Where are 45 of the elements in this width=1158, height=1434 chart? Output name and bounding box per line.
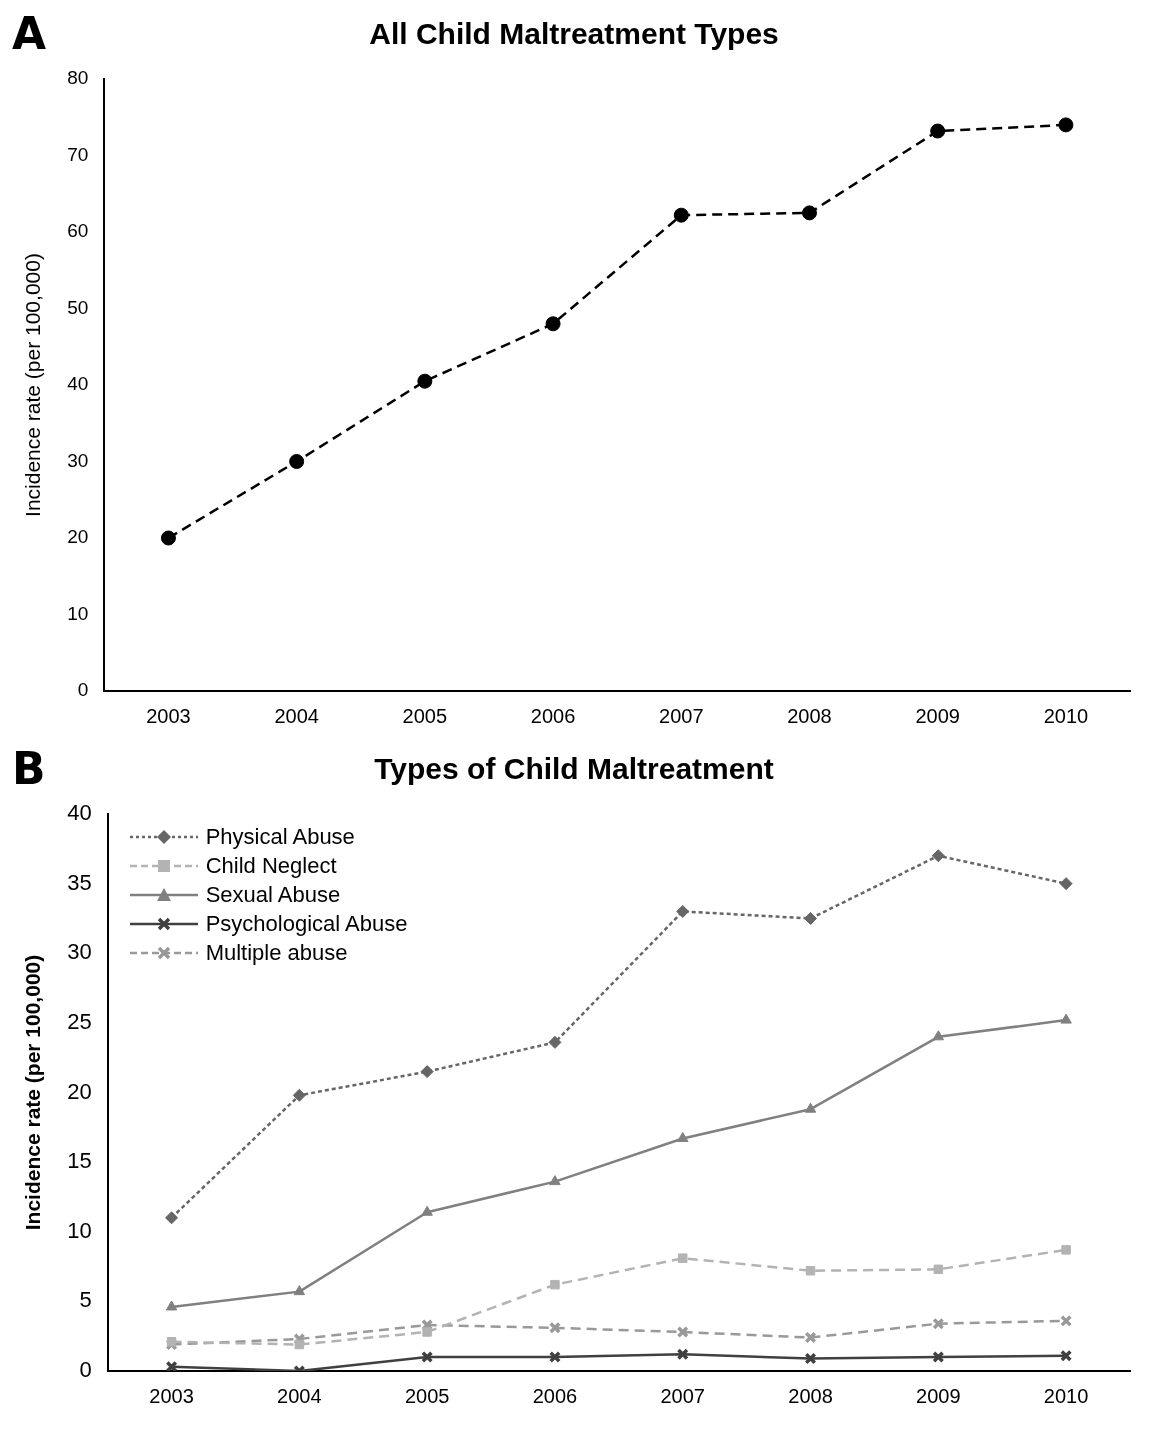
y-tick-label: 40 — [67, 800, 92, 826]
x-tick-label: 2007 — [659, 704, 704, 727]
x-tick-label: 2004 — [274, 704, 319, 727]
legend-label: Sexual Abuse — [205, 881, 341, 909]
legend-label: Multiple abuse — [205, 939, 348, 967]
legend-label: Physical Abuse — [205, 823, 355, 851]
x-tick-label: 2005 — [402, 704, 448, 727]
y-tick-label: 15 — [67, 1148, 92, 1174]
chart-title: Types of Child Maltreatment — [374, 752, 774, 786]
x-tick-label: 2009 — [915, 704, 960, 727]
y-axis-title: Incidence rate (per 100,000) — [21, 253, 45, 517]
x-tick-label: 2010 — [1043, 704, 1089, 727]
x-tick-label: 2006 — [530, 704, 576, 727]
y-tick-label: 35 — [67, 869, 92, 895]
y-tick-label: 5 — [79, 1287, 92, 1313]
y-tick-label: 0 — [79, 1357, 92, 1383]
x-tick-label: 2010 — [1043, 1384, 1089, 1407]
x-tick-label: 2006 — [532, 1384, 578, 1407]
text: B — [12, 743, 46, 794]
x-tick-label: 2005 — [404, 1384, 450, 1407]
x-tick-label: 2008 — [787, 704, 832, 727]
y-tick-label: 20 — [67, 1078, 92, 1104]
y-axis-title: Incidence rate (per 100,000) — [21, 954, 45, 1231]
legend-label: Child Neglect — [205, 852, 337, 880]
y-tick-label: 50 — [67, 296, 89, 318]
x-tick-label: 2004 — [277, 1384, 322, 1407]
x-tick-label: 2003 — [149, 1384, 194, 1407]
y-tick-label: 25 — [67, 1008, 92, 1034]
y-tick-label: 40 — [67, 373, 89, 395]
y-tick-label: 60 — [67, 220, 89, 242]
y-tick-label: 10 — [67, 1217, 92, 1243]
y-tick-label: 10 — [67, 602, 89, 624]
y-tick-label: 80 — [67, 67, 89, 89]
y-tick-label: 30 — [67, 939, 92, 965]
x-tick-label: 2007 — [660, 1384, 705, 1407]
y-tick-label: 30 — [67, 449, 89, 471]
y-tick-label: 0 — [77, 679, 89, 701]
x-tick-label: 2009 — [916, 1384, 961, 1407]
text: A — [12, 8, 47, 59]
chart-title: All Child Maltreatment Types — [369, 17, 779, 51]
x-tick-label: 2003 — [146, 704, 191, 727]
y-tick-label: 20 — [67, 526, 89, 548]
x-tick-label: 2008 — [788, 1384, 833, 1407]
legend-label: Psychological Abuse — [205, 910, 408, 938]
y-tick-label: 70 — [67, 143, 89, 165]
